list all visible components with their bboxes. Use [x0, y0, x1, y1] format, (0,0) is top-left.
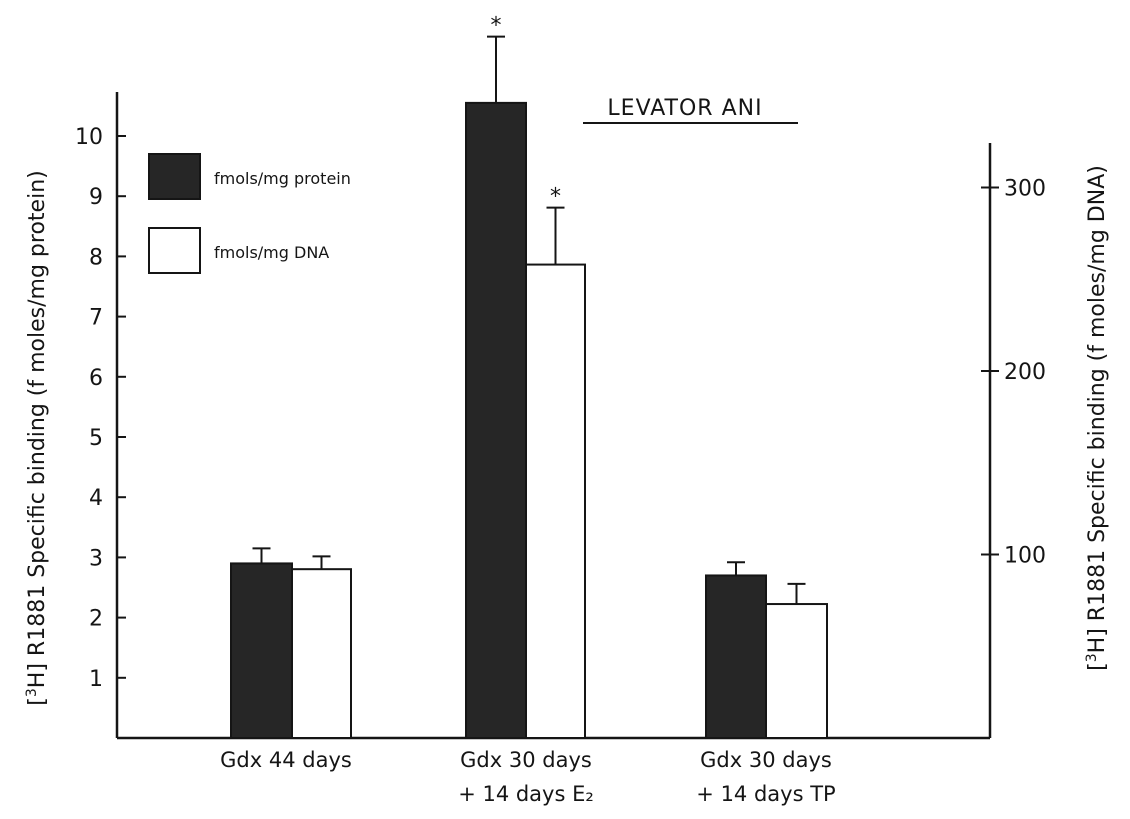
legend-label: fmols/mg DNA [214, 243, 329, 262]
left-tick-label: 1 [89, 667, 103, 692]
bar-dna [291, 568, 352, 739]
bar-dna [525, 263, 586, 739]
legend: fmols/mg protein fmols/mg DNA [148, 153, 351, 274]
left-tick-label: 9 [89, 185, 103, 210]
bar-protein [230, 562, 293, 739]
left-axis-title: [3H] R1881 Specific binding (f moles/mg … [24, 170, 50, 705]
significance-marker: * [550, 185, 561, 210]
significance-marker: * [491, 14, 502, 39]
left-tick-label: 5 [89, 426, 103, 451]
left-tick-label: 10 [75, 125, 103, 150]
right-axis-title: [3H] R1881 Specific binding (f moles/mg … [1084, 165, 1110, 671]
legend-swatch [148, 153, 201, 200]
left-tick-label: 3 [89, 546, 103, 571]
legend-swatch [148, 227, 201, 274]
category-label: + 14 days TP [696, 782, 835, 806]
bars: ** [230, 14, 828, 740]
right-tick-label: 300 [1004, 177, 1046, 202]
left-tick-label: 8 [89, 245, 103, 270]
bar-protein [465, 101, 527, 739]
chart-title: LEVATOR ANI [607, 96, 762, 121]
left-tick-label: 4 [89, 486, 103, 511]
category-label: + 14 days E₂ [458, 782, 594, 806]
legend-label: fmols/mg protein [214, 169, 351, 188]
right-tick-label: 200 [1004, 360, 1046, 385]
bar-protein [705, 574, 767, 740]
bar-dna [765, 603, 828, 739]
category-label: Gdx 30 days [700, 748, 832, 772]
category-label: Gdx 30 days [460, 748, 592, 772]
left-tick-label: 2 [89, 607, 103, 632]
left-tick-label: 7 [89, 306, 103, 331]
right-tick-label: 100 [1004, 544, 1046, 569]
axes: 1 2 3 4 5 6 7 8 9 10 100 200 300 [3H] R1881 Specific … [24, 92, 1110, 806]
category-label: Gdx 44 days [220, 748, 352, 772]
left-tick-label: 6 [89, 366, 103, 391]
